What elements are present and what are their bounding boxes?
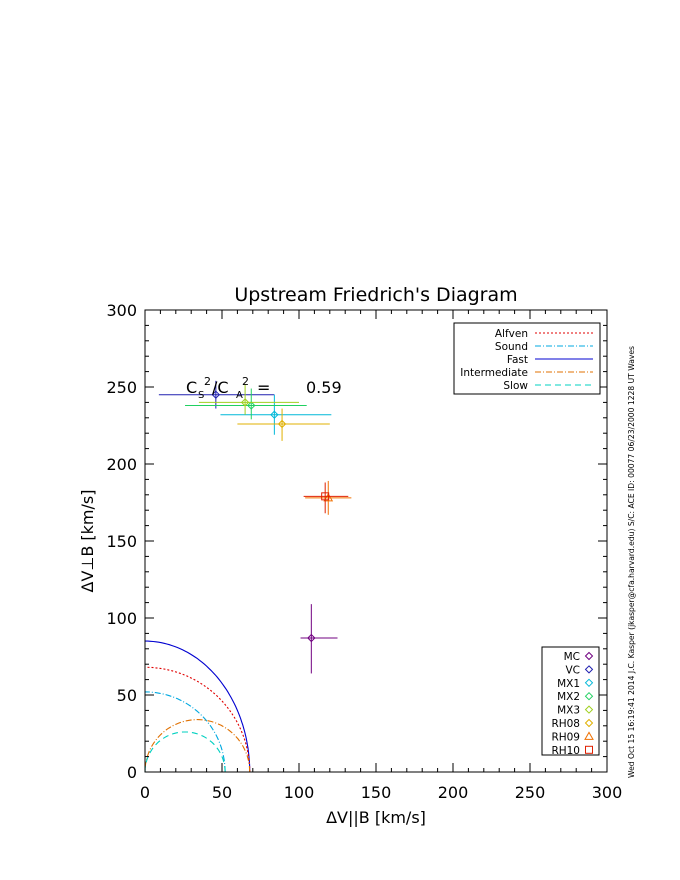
x-tick-label: 300	[592, 783, 623, 802]
ratio-cs-sub: S	[198, 390, 204, 401]
y-axis-label: ΔV⊥B [km/s]	[78, 490, 97, 593]
fast-curve	[145, 640, 251, 772]
curve-legend-label: Intermediate	[460, 367, 528, 379]
y-tick-label: 300	[106, 301, 137, 320]
y-tick-label: 100	[106, 609, 137, 628]
point-mx1	[220, 394, 332, 435]
curve-legend-label: Slow	[503, 380, 528, 392]
point-marker	[307, 633, 316, 643]
point-mx3	[198, 383, 299, 415]
ratio-sup1: 2	[204, 375, 211, 388]
chart-title: Upstream Friedrich's Diagram	[234, 284, 517, 306]
data-points	[158, 380, 352, 674]
x-tick-label: 250	[515, 783, 546, 802]
x-tick-label: 200	[438, 783, 469, 802]
ratio-cs: C	[186, 378, 197, 397]
point-legend-label: MX3	[557, 705, 580, 717]
ratio-ca-sub: A	[236, 390, 243, 401]
x-tick-label: 0	[140, 783, 150, 802]
x-axis-label: ΔV||B [km/s]	[326, 808, 426, 827]
point-vc	[158, 380, 275, 409]
point-mc	[300, 604, 338, 674]
ratio-annotation: C S 2 /C A 2 = 0.59	[186, 375, 342, 401]
slow-curve	[144, 731, 226, 773]
y-tick-label: 200	[106, 455, 137, 474]
point-legend-label: MC	[564, 651, 580, 663]
sound-curve	[145, 691, 226, 772]
point-legend-label: RH09	[551, 731, 580, 743]
point-legend-marker	[584, 731, 594, 740]
point-legend-label: RH10	[551, 745, 580, 757]
x-tick-label: 50	[212, 783, 232, 802]
point-legend-marker	[584, 678, 594, 688]
ratio-value: 0.59	[306, 378, 342, 397]
point-legend-box	[541, 646, 600, 756]
axis-ticks	[144, 309, 608, 773]
axis-tick-labels: 0 50 100 150 200 250 300 0 50 100 150 200 250 300	[106, 301, 622, 802]
curve-legend-label: Fast	[507, 354, 528, 366]
y-tick-label: 150	[106, 532, 137, 551]
point-marker	[247, 401, 256, 410]
intermediate-curve	[144, 719, 251, 773]
point-legend-marker	[584, 718, 594, 728]
point-rh08	[237, 408, 330, 441]
ratio-sup2: 2	[242, 375, 249, 388]
point-legend-marker	[584, 705, 594, 714]
point-legend-label: RH08	[551, 718, 580, 730]
point-legend-marker	[584, 691, 594, 701]
curve-legend-label: Sound	[495, 341, 528, 353]
point-legend-marker	[584, 665, 594, 674]
point-legend-label: MX2	[557, 691, 580, 703]
ratio-slash-ca: /C	[212, 378, 229, 397]
y-tick-label: 250	[106, 378, 137, 397]
point-legend-marker	[584, 651, 594, 661]
x-tick-label: 150	[361, 783, 392, 802]
wave-curves	[144, 640, 251, 773]
x-tick-label: 100	[284, 783, 315, 802]
side-metadata-text: Wed Oct 15 16:19:41 2014 J.C. Kasper (jk…	[627, 346, 636, 778]
point-marker	[211, 390, 221, 399]
curve-legend-label: Alfven	[495, 328, 528, 340]
point-marker	[270, 410, 279, 419]
point-marker	[240, 398, 250, 407]
y-tick-label: 0	[127, 763, 137, 782]
point-legend-marker	[585, 745, 593, 754]
point-rh10	[303, 482, 349, 514]
alfven-curve	[145, 666, 251, 772]
point-legend-label: VC	[565, 664, 580, 676]
point-marker	[321, 492, 330, 501]
ratio-equals: =	[257, 378, 270, 397]
point-marker	[323, 492, 334, 502]
y-tick-label: 50	[117, 686, 137, 705]
point-marker	[277, 419, 287, 429]
point-legend-label: MX1	[557, 678, 580, 690]
